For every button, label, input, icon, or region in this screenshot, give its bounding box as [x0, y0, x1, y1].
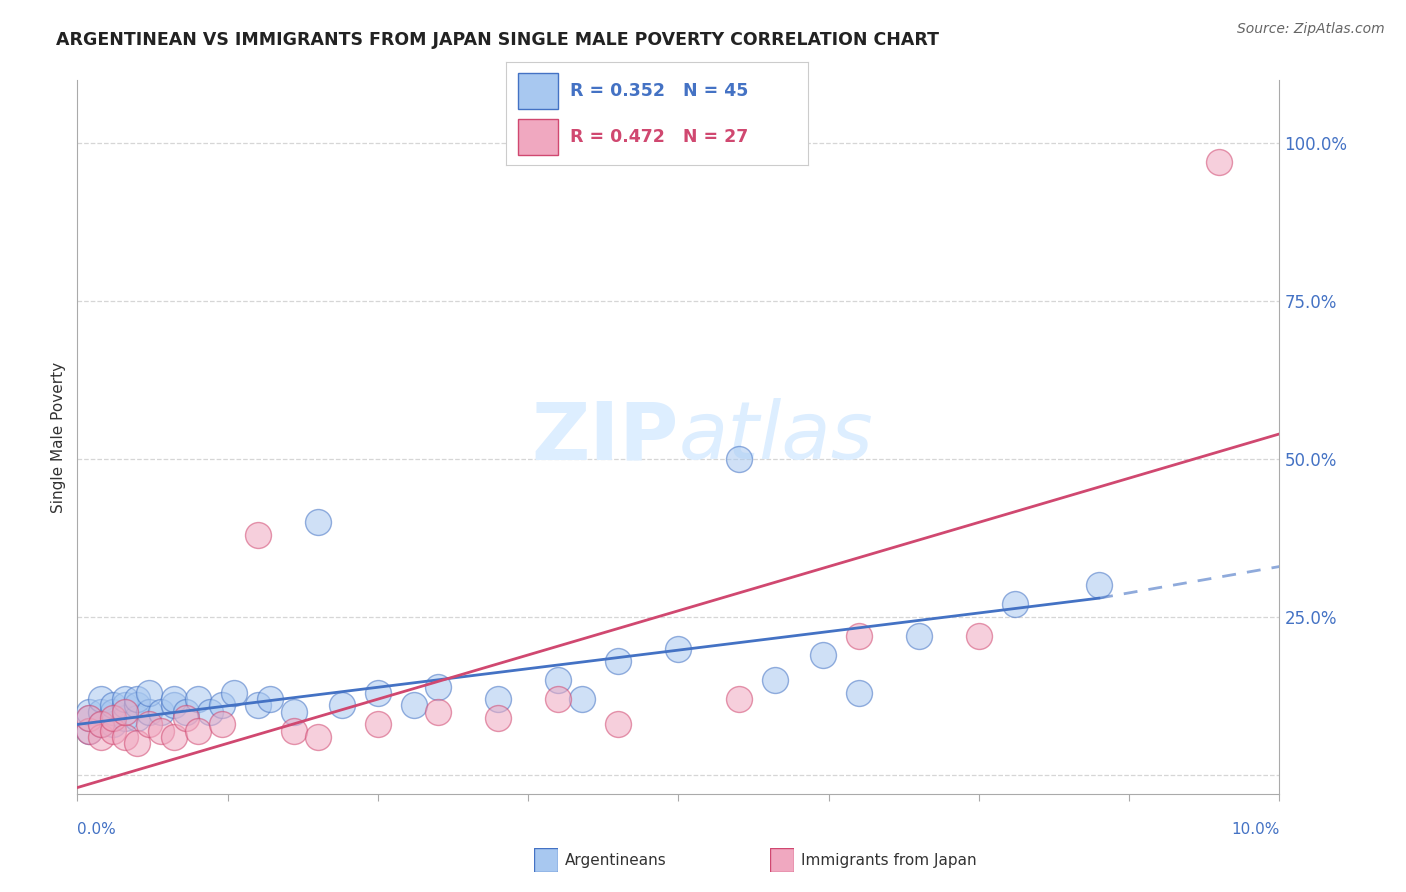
Point — [427, 705, 450, 719]
Text: R = 0.472   N = 27: R = 0.472 N = 27 — [569, 128, 748, 145]
Point — [103, 723, 125, 738]
Point — [607, 717, 630, 731]
Point — [79, 711, 101, 725]
Point — [127, 692, 149, 706]
Point — [138, 705, 160, 719]
Point — [127, 736, 149, 750]
Point — [811, 648, 834, 662]
Point — [186, 692, 209, 706]
Point — [259, 692, 281, 706]
Point — [138, 686, 160, 700]
Point — [114, 730, 136, 744]
Point — [211, 717, 233, 731]
Point — [198, 705, 221, 719]
Text: Source: ZipAtlas.com: Source: ZipAtlas.com — [1237, 22, 1385, 37]
Point — [162, 730, 184, 744]
Point — [114, 711, 136, 725]
Point — [162, 692, 184, 706]
Text: ARGENTINEAN VS IMMIGRANTS FROM JAPAN SINGLE MALE POVERTY CORRELATION CHART: ARGENTINEAN VS IMMIGRANTS FROM JAPAN SIN… — [56, 31, 939, 49]
Point — [103, 705, 125, 719]
Y-axis label: Single Male Poverty: Single Male Poverty — [51, 361, 66, 513]
Point — [114, 705, 136, 719]
Point — [727, 452, 749, 467]
Point — [174, 705, 197, 719]
Point — [763, 673, 786, 688]
Text: R = 0.352   N = 45: R = 0.352 N = 45 — [569, 82, 748, 100]
Point — [90, 692, 112, 706]
Point — [90, 717, 112, 731]
Point — [367, 717, 389, 731]
Point — [174, 711, 197, 725]
Point — [967, 629, 990, 643]
Point — [127, 698, 149, 713]
Point — [186, 723, 209, 738]
Point — [127, 711, 149, 725]
Point — [90, 730, 112, 744]
Point — [90, 705, 112, 719]
Point — [222, 686, 245, 700]
Point — [668, 641, 690, 656]
Text: 10.0%: 10.0% — [1232, 822, 1279, 837]
Point — [90, 717, 112, 731]
Point — [103, 717, 125, 731]
Point — [103, 711, 125, 725]
Point — [427, 680, 450, 694]
Text: Argentineans: Argentineans — [565, 854, 666, 868]
Point — [79, 723, 101, 738]
Point — [246, 528, 269, 542]
Point — [1208, 155, 1230, 169]
Point — [103, 698, 125, 713]
Point — [307, 730, 329, 744]
Point — [79, 705, 101, 719]
Point — [330, 698, 353, 713]
Point — [150, 705, 173, 719]
Point — [307, 516, 329, 530]
Text: 0.0%: 0.0% — [77, 822, 117, 837]
Point — [367, 686, 389, 700]
Text: ZIP: ZIP — [531, 398, 679, 476]
Text: atlas: atlas — [679, 398, 873, 476]
Text: Immigrants from Japan: Immigrants from Japan — [801, 854, 977, 868]
Point — [211, 698, 233, 713]
Point — [114, 698, 136, 713]
Point — [1004, 598, 1026, 612]
Point — [486, 711, 509, 725]
Point — [246, 698, 269, 713]
Bar — [519, 119, 558, 155]
Point — [848, 629, 870, 643]
Point — [547, 692, 569, 706]
Point — [1088, 578, 1111, 592]
Point — [79, 723, 101, 738]
Point — [283, 723, 305, 738]
Point — [283, 705, 305, 719]
Point — [79, 711, 101, 725]
Point — [114, 692, 136, 706]
Point — [402, 698, 425, 713]
Point — [571, 692, 593, 706]
Point — [150, 723, 173, 738]
Point — [607, 654, 630, 668]
Point — [848, 686, 870, 700]
Point — [908, 629, 931, 643]
Bar — [519, 73, 558, 109]
Point — [138, 717, 160, 731]
Point — [486, 692, 509, 706]
Point — [162, 698, 184, 713]
Point — [547, 673, 569, 688]
Point — [727, 692, 749, 706]
